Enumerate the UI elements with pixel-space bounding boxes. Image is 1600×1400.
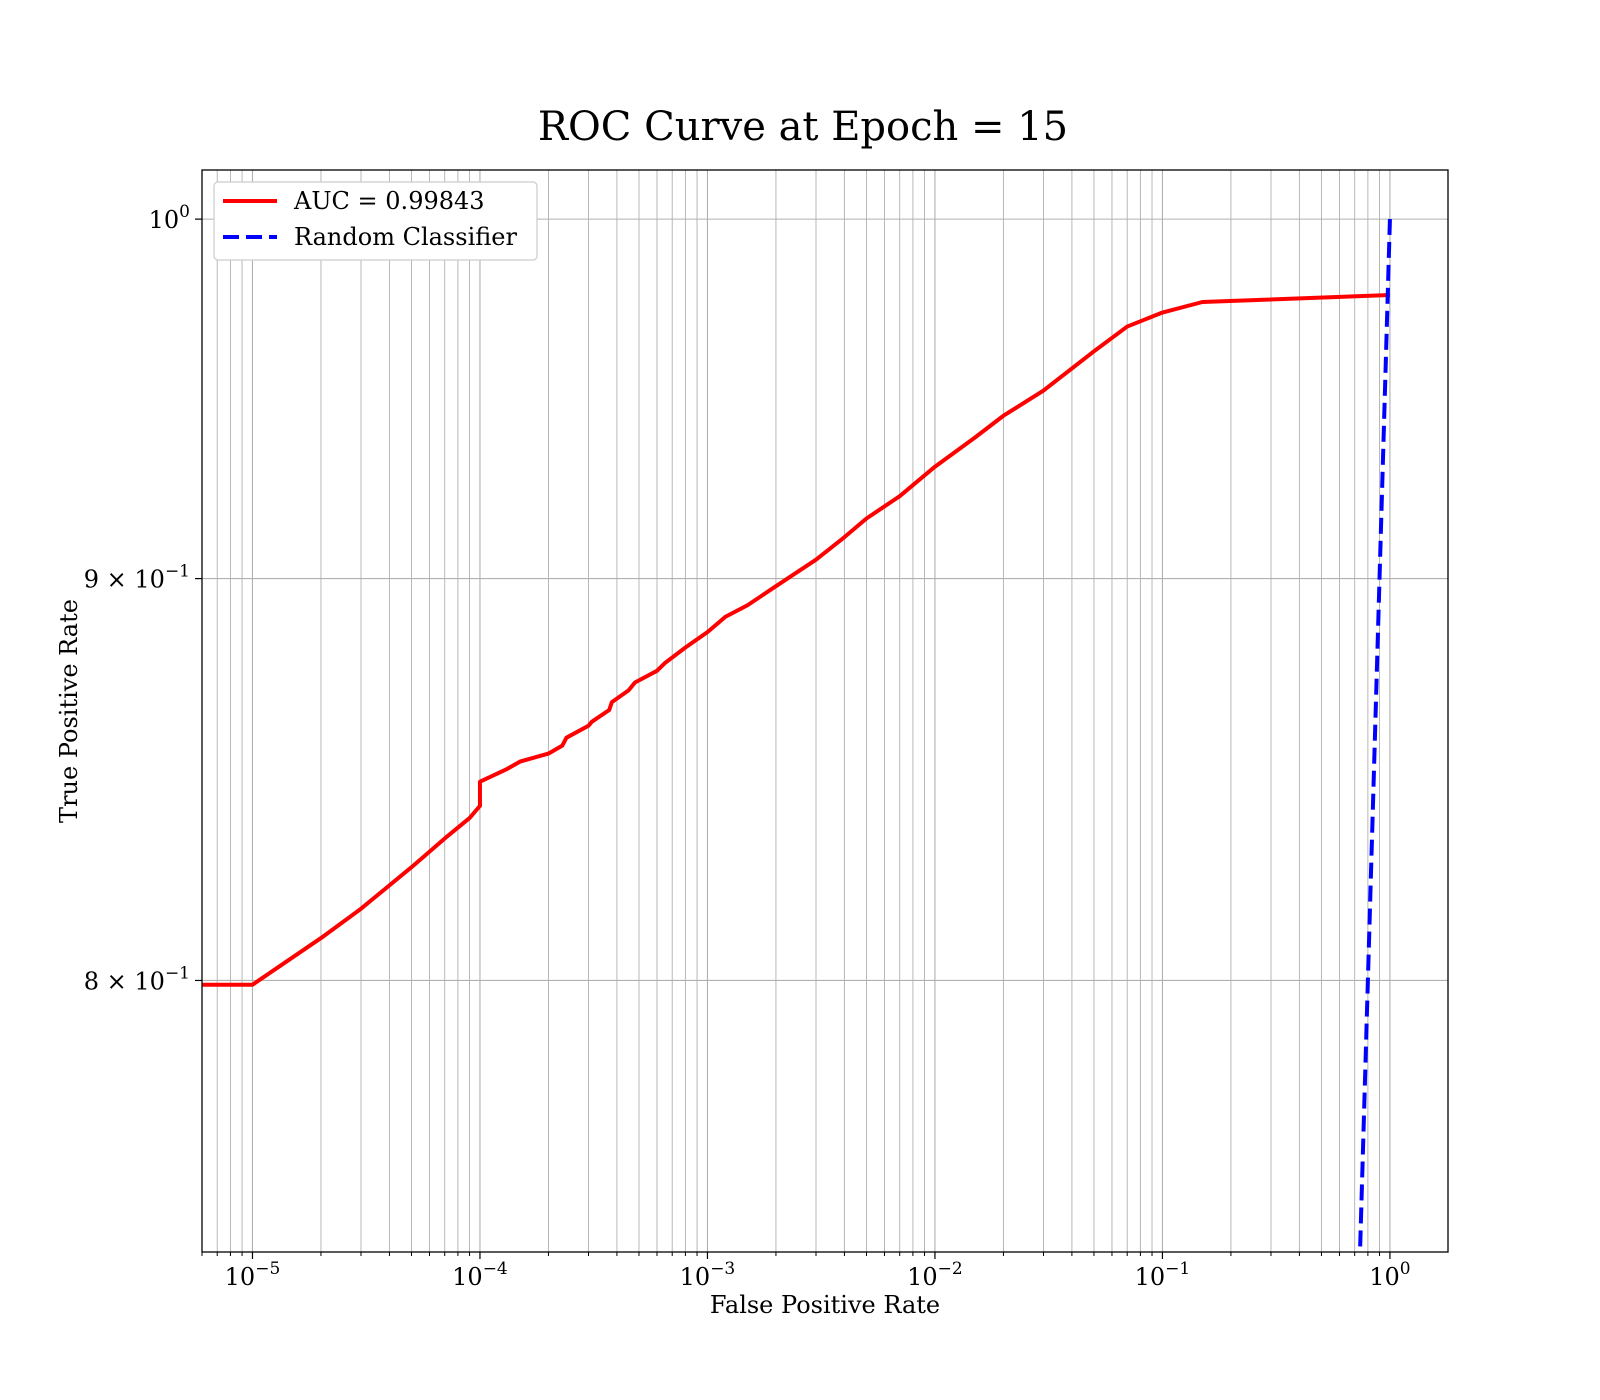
legend-box	[213, 181, 538, 261]
grid	[201, 170, 1448, 1252]
plot-series	[202, 219, 1392, 1247]
y-tick-label: 8 × 10−1	[84, 963, 190, 995]
x-axis-label: False Positive Rate	[710, 1291, 940, 1319]
y-tick-label: 9 × 10−1	[84, 562, 190, 594]
y-tick-label: 100	[149, 202, 190, 234]
plot-frame	[201, 169, 1449, 1253]
x-axis-ticks: 10−5 10−4 10−3 10−2 10−1 100	[201, 1252, 1411, 1291]
y-axis-ticks: 100 9 × 10−1 8 × 10−1	[84, 202, 202, 995]
roc-curve-line	[202, 293, 1391, 987]
x-tick-label: 10−4	[452, 1259, 508, 1291]
legend-label-random: Random Classifier	[294, 223, 517, 251]
y-axis-label: True Positive Rate	[55, 599, 83, 823]
random-classifier-line	[1358, 219, 1392, 1247]
x-tick-label: 10−3	[680, 1259, 736, 1291]
legend: AUC = 0.99843 Random Classifier	[213, 181, 538, 261]
x-tick-label: 10−5	[225, 1259, 281, 1291]
x-tick-label: 100	[1369, 1259, 1410, 1291]
legend-label-auc: AUC = 0.99843	[293, 187, 485, 215]
x-tick-label: 10−2	[907, 1259, 963, 1291]
chart-title: ROC Curve at Epoch = 15	[538, 104, 1068, 150]
x-tick-label: 10−1	[1135, 1259, 1191, 1291]
